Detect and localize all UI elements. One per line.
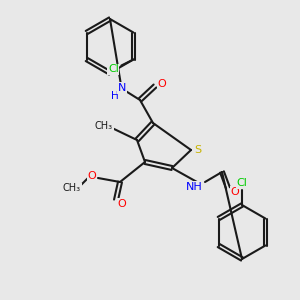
- Text: CH₃: CH₃: [95, 121, 113, 131]
- Text: O: O: [88, 171, 96, 181]
- Text: S: S: [194, 145, 202, 155]
- Text: N: N: [118, 83, 126, 93]
- Text: Cl: Cl: [108, 64, 119, 74]
- Text: Cl: Cl: [237, 178, 248, 188]
- Text: O: O: [231, 187, 239, 197]
- Text: O: O: [118, 199, 126, 209]
- Text: NH: NH: [186, 182, 202, 192]
- Text: CH₃: CH₃: [63, 183, 81, 193]
- Text: O: O: [158, 79, 166, 89]
- Text: H: H: [111, 91, 119, 101]
